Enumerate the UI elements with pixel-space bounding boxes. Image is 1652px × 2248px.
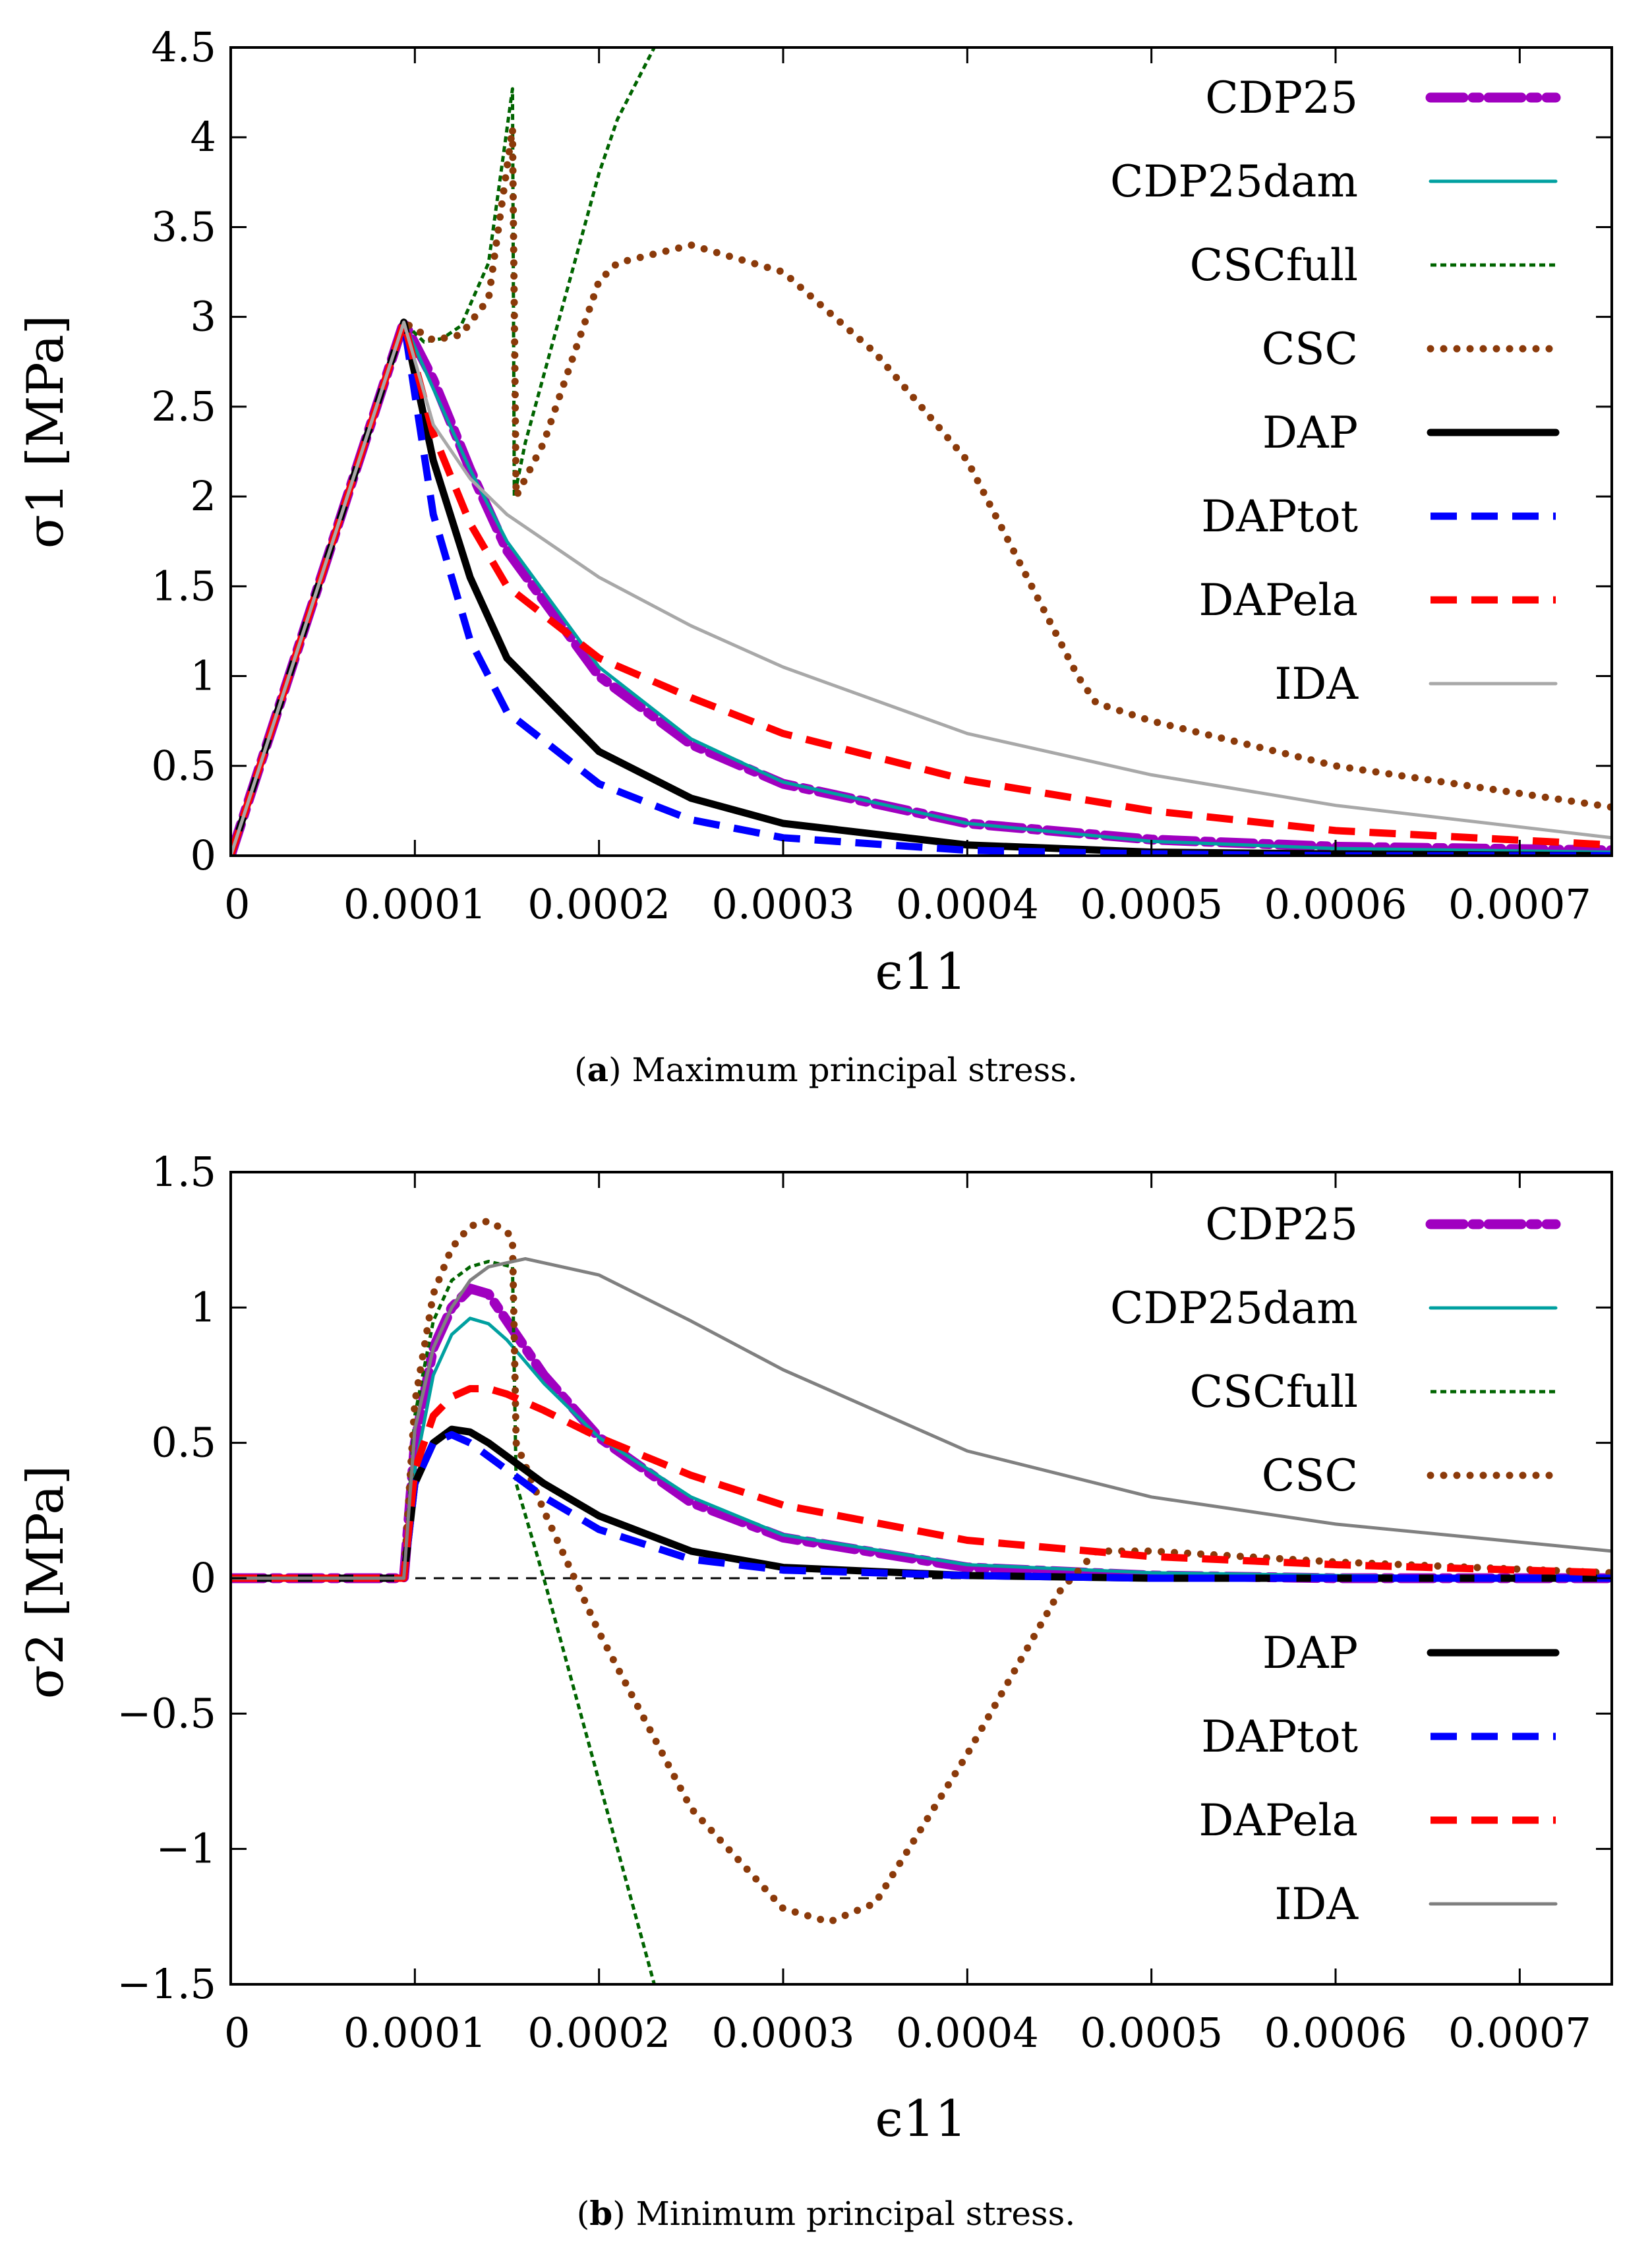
panel-b-legend-label-cdp25dam: CDP25dam xyxy=(1110,1283,1358,1334)
panel-b-caption-label: b xyxy=(589,2194,612,2233)
panel-a-frame xyxy=(229,46,1613,857)
panel-b-ytick-label: 0.5 xyxy=(151,1419,216,1467)
panel-b-legend-label-daptot: DAPtot xyxy=(1201,1711,1358,1762)
panel-b-ytick-label: 0 xyxy=(191,1554,216,1602)
panel-a-legend-label-dapela: DAPela xyxy=(1198,575,1358,626)
panel-b-series-csc xyxy=(231,1217,1612,1926)
panel-b-ylabel: σ2 [MPa] xyxy=(16,1465,74,1700)
panel-a-legend-label-cdp25dam: CDP25dam xyxy=(1110,156,1358,207)
panel-a-legend-label-ida: IDA xyxy=(1274,659,1359,709)
panel-a-xtick-label: 0.0006 xyxy=(1264,880,1407,928)
panel-a-ytick-label: 2.5 xyxy=(151,382,216,430)
panel-b-xtick-label: 0.0007 xyxy=(1448,2009,1591,2057)
panel-b-ytick-label: 1 xyxy=(191,1283,216,1331)
panel-a-ytick-label: 3.5 xyxy=(151,202,216,251)
panel-a-legend-label-daptot: DAPtot xyxy=(1201,491,1358,542)
panel-b-xtick-label: 0.0001 xyxy=(343,2009,487,2057)
panel-b-legend-label-ida: IDA xyxy=(1274,1879,1359,1930)
panel-b-series-ida xyxy=(231,1257,1612,1580)
panel-a-ytick-label: 1 xyxy=(191,652,216,700)
panel-b-ytick-label: −1.5 xyxy=(117,1960,216,2008)
panel-a-caption: (a) Maximum principal stress. xyxy=(574,1050,1078,1089)
panel-a-legend-label-csc: CSC xyxy=(1262,324,1358,374)
panel-a-caption-text: Maximum principal stress. xyxy=(632,1051,1077,1089)
panel-b-ytick-label: −1 xyxy=(156,1825,216,1873)
panel-b-series-daptot xyxy=(231,1431,1612,1582)
panel-b-legend-label-dapela: DAPela xyxy=(1198,1795,1358,1846)
panel-a-xtick-label: 0.0003 xyxy=(712,880,855,928)
panel-a-ylabel: σ1 [MPa] xyxy=(16,315,74,549)
panel-a-series-csc xyxy=(231,125,1612,856)
panel-a-xlabel: ϵ11 xyxy=(875,942,966,1001)
panel-a-series-cdp25dam xyxy=(231,320,1612,856)
panel-a-xtick-label: 0.0004 xyxy=(896,880,1039,928)
panel-a-ytick-label: 1.5 xyxy=(151,562,216,610)
panel-b-xtick-label: 0.0006 xyxy=(1264,2009,1407,2057)
panel-b-legend-label-cscfull: CSCfull xyxy=(1190,1367,1358,1417)
panel-a-legend-label-dap: DAP xyxy=(1262,407,1358,458)
panel-a-ytick-label: 0.5 xyxy=(151,742,216,790)
panel-b-caption: (b) Minimum principal stress. xyxy=(577,2194,1075,2233)
panel-a-legend-label-cscfull: CSCfull xyxy=(1190,240,1358,291)
panel-a-xtick-label: 0.0002 xyxy=(527,880,670,928)
panel-b-legend-label-cdp25: CDP25 xyxy=(1205,1199,1358,1250)
panel-b-legend: CDP25 CDP25dam CSCfull CSC DAP DAPtot DAPela ID… xyxy=(1110,1199,1561,1930)
panel-a: 0 0.0001 0.0002 0.0003 0.0004 0.0005 0.0006 0.0… xyxy=(16,23,1613,1089)
panel-b-ytick-label: 1.5 xyxy=(151,1148,216,1196)
panel-b-ytick-label: −0.5 xyxy=(117,1689,216,1737)
panel-b-xlabel: ϵ11 xyxy=(875,2089,966,2148)
panel-b: 0 0.0001 0.0002 0.0003 0.0004 0.0005 0.0006 0.0… xyxy=(16,1148,1613,2233)
panel-a-legend-label-cdp25: CDP25 xyxy=(1205,73,1358,123)
panel-a-series-ida xyxy=(231,320,1612,856)
panel-b-xtick-label: 0.0002 xyxy=(527,2009,670,2057)
panel-b-xtick-label: 0.0003 xyxy=(712,2009,855,2057)
panel-b-plot: 0 0.0001 0.0002 0.0003 0.0004 0.0005 0.0006 0.0… xyxy=(117,1148,1613,2057)
panel-b-legend-label-csc: CSC xyxy=(1262,1450,1358,1501)
panel-a-ytick-label: 2 xyxy=(191,472,216,520)
panel-a-caption-label: a xyxy=(587,1050,608,1089)
panel-a-xtick-label: 0.0007 xyxy=(1448,880,1591,928)
panel-b-xtick-label: 0 xyxy=(224,2009,250,2057)
panel-a-ytick-label: 4 xyxy=(191,113,216,161)
panel-a-series-daptot xyxy=(231,318,1612,856)
panel-a-xtick-label: 0.0001 xyxy=(343,880,487,928)
panel-a-xtick-label: 0.0005 xyxy=(1080,880,1223,928)
panel-b-series-cdp25dam xyxy=(231,1316,1612,1580)
panel-a-ytick-label: 0 xyxy=(191,831,216,879)
panel-b-caption-text: Minimum principal stress. xyxy=(636,2195,1076,2233)
panel-a-plot: 0 0.0001 0.0002 0.0003 0.0004 0.0005 0.0006 0.0… xyxy=(151,23,1613,928)
panel-b-xtick-label: 0.0005 xyxy=(1080,2009,1223,2057)
panel-a-series-cscfull xyxy=(231,47,656,856)
panel-a-xtick-label: 0 xyxy=(224,880,250,928)
panel-a-ytick-label: 3 xyxy=(191,293,216,341)
panel-b-xtick-label: 0.0004 xyxy=(896,2009,1039,2057)
panel-a-ytick-label: 4.5 xyxy=(151,23,216,71)
panel-b-legend-label-dap: DAP xyxy=(1262,1628,1358,1678)
panel-a-series-cdp25 xyxy=(231,317,1612,856)
panel-b-series-dapela xyxy=(231,1385,1612,1582)
panel-a-series-dapela xyxy=(231,318,1612,856)
panel-a-legend: CDP25 CDP25dam CSCfull CSC DAP DAPtot DAPela ID… xyxy=(1110,73,1561,709)
